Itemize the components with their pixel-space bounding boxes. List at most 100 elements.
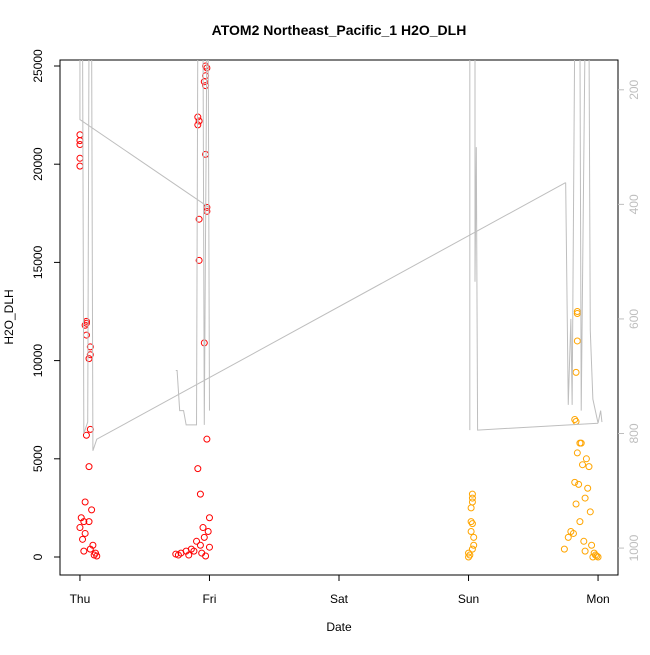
point [572, 368, 580, 376]
y-tick-label: 5000 [31, 445, 45, 472]
point [576, 439, 584, 447]
point [79, 535, 87, 543]
point [195, 256, 203, 264]
line [79, 60, 603, 451]
y2-tick-label: 400 [627, 194, 641, 214]
point [196, 490, 204, 498]
point [202, 552, 210, 560]
plot-area [76, 60, 603, 561]
y2-tick-label: 200 [627, 79, 641, 99]
point [205, 514, 213, 522]
point [204, 527, 212, 535]
point [196, 541, 204, 549]
point [580, 537, 588, 545]
point [85, 518, 93, 526]
point [80, 518, 88, 526]
point [86, 351, 94, 359]
y-tick-label: 0 [31, 553, 45, 560]
point [85, 463, 93, 471]
point [194, 465, 202, 473]
y-axis-label: H2O_DLH [2, 289, 16, 344]
point [468, 545, 476, 553]
point [576, 518, 584, 526]
point [582, 455, 590, 463]
point [584, 484, 592, 492]
point [569, 529, 577, 537]
point [82, 331, 90, 339]
point [571, 416, 579, 424]
point [468, 520, 476, 528]
plot-frame [59, 59, 619, 576]
point [573, 309, 581, 317]
point [81, 498, 89, 506]
x-tick-label: Mon [586, 592, 609, 606]
x-tick-label: Sat [330, 592, 349, 606]
y-tick-label: 25000 [31, 49, 45, 83]
y2-tick-label: 600 [627, 309, 641, 329]
point [466, 551, 474, 559]
point [76, 524, 84, 532]
point [470, 541, 478, 549]
point [195, 117, 203, 125]
point [195, 215, 203, 223]
x-tick-label: Fri [202, 592, 216, 606]
point [470, 533, 478, 541]
point [593, 552, 601, 560]
x-tick-label: Sun [458, 592, 479, 606]
point [76, 131, 84, 139]
point [86, 545, 94, 553]
point [174, 551, 182, 559]
y-tick-label: 20000 [31, 147, 45, 181]
point [588, 541, 596, 549]
point [467, 527, 475, 535]
point [76, 141, 84, 149]
point [468, 494, 476, 502]
point [85, 355, 93, 363]
x-tick-label: Thu [70, 592, 91, 606]
chart-title: ATOM2 Northeast_Pacific_1 H2O_DLH [212, 22, 467, 38]
y-tick-label: 15000 [31, 245, 45, 279]
point [467, 518, 475, 526]
point [193, 537, 201, 545]
y2-tick-label: 800 [627, 423, 641, 443]
point [93, 552, 101, 560]
point [76, 154, 84, 162]
point [86, 343, 94, 351]
y-tick-label: 10000 [31, 344, 45, 378]
point [203, 435, 211, 443]
point [571, 478, 579, 486]
point [200, 78, 208, 86]
point [560, 545, 568, 553]
point [185, 551, 193, 559]
point [589, 553, 597, 561]
point [81, 529, 89, 537]
point [82, 431, 90, 439]
point [581, 494, 589, 502]
point [467, 504, 475, 512]
y2-tick-label: 1000 [627, 534, 641, 561]
point [585, 463, 593, 471]
point [586, 508, 594, 516]
point [80, 547, 88, 555]
point [575, 480, 583, 488]
point [579, 461, 587, 469]
x-axis-label: Date [326, 620, 352, 634]
point [564, 533, 572, 541]
point [573, 307, 581, 315]
point [199, 524, 207, 532]
point [581, 547, 589, 555]
point [88, 506, 96, 514]
point [76, 162, 84, 170]
point [200, 533, 208, 541]
point [573, 337, 581, 345]
point [468, 490, 476, 498]
point [572, 417, 580, 425]
point [465, 553, 473, 561]
point [465, 549, 473, 557]
point [205, 543, 213, 551]
point [190, 547, 198, 555]
point [572, 500, 580, 508]
point [594, 553, 602, 561]
